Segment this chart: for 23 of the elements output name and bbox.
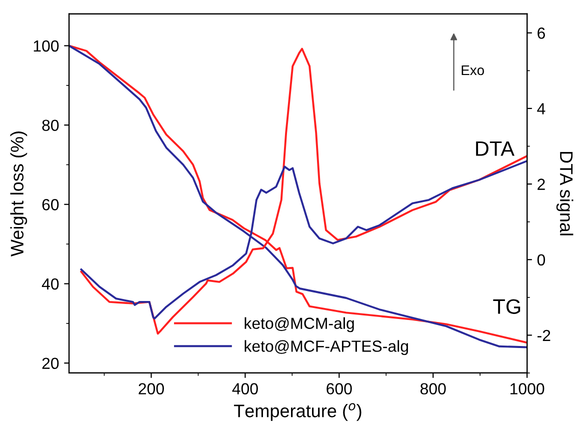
legend-label: keto@MCF-APTES-alg — [244, 340, 408, 356]
x-tick-label: 400 — [232, 383, 258, 394]
annotation: TG — [493, 299, 520, 314]
x-axis-title: Temperature ($^{o}$) — [234, 403, 362, 421]
y-tick-label: 80 — [42, 120, 59, 131]
y2-tick-label: 2 — [538, 178, 545, 190]
y-tick-label: 20 — [42, 358, 59, 370]
y-axis-title: Weight loss (%) — [10, 132, 28, 256]
x-tick-label: 600 — [326, 383, 352, 394]
y-tick-label: 40 — [42, 278, 59, 290]
annotation: DTA — [476, 141, 514, 156]
y2-axis-title: DTA signal — [556, 152, 574, 236]
y-tick-label: 100 — [34, 40, 59, 52]
y2-tick-label: -2 — [537, 330, 550, 341]
y2-tick-label: 0 — [537, 254, 546, 266]
y-tick-label: 60 — [42, 199, 59, 210]
legend-label: keto@MCM-alg — [244, 317, 354, 332]
y2-tick-label: 6 — [538, 28, 545, 39]
x-tick-label: 200 — [138, 383, 164, 394]
annotation: Exo — [462, 65, 484, 76]
y2-tick-label: 4 — [537, 103, 546, 114]
x-tick-label: 1000 — [510, 383, 544, 394]
x-tick-label: 800 — [420, 383, 446, 394]
